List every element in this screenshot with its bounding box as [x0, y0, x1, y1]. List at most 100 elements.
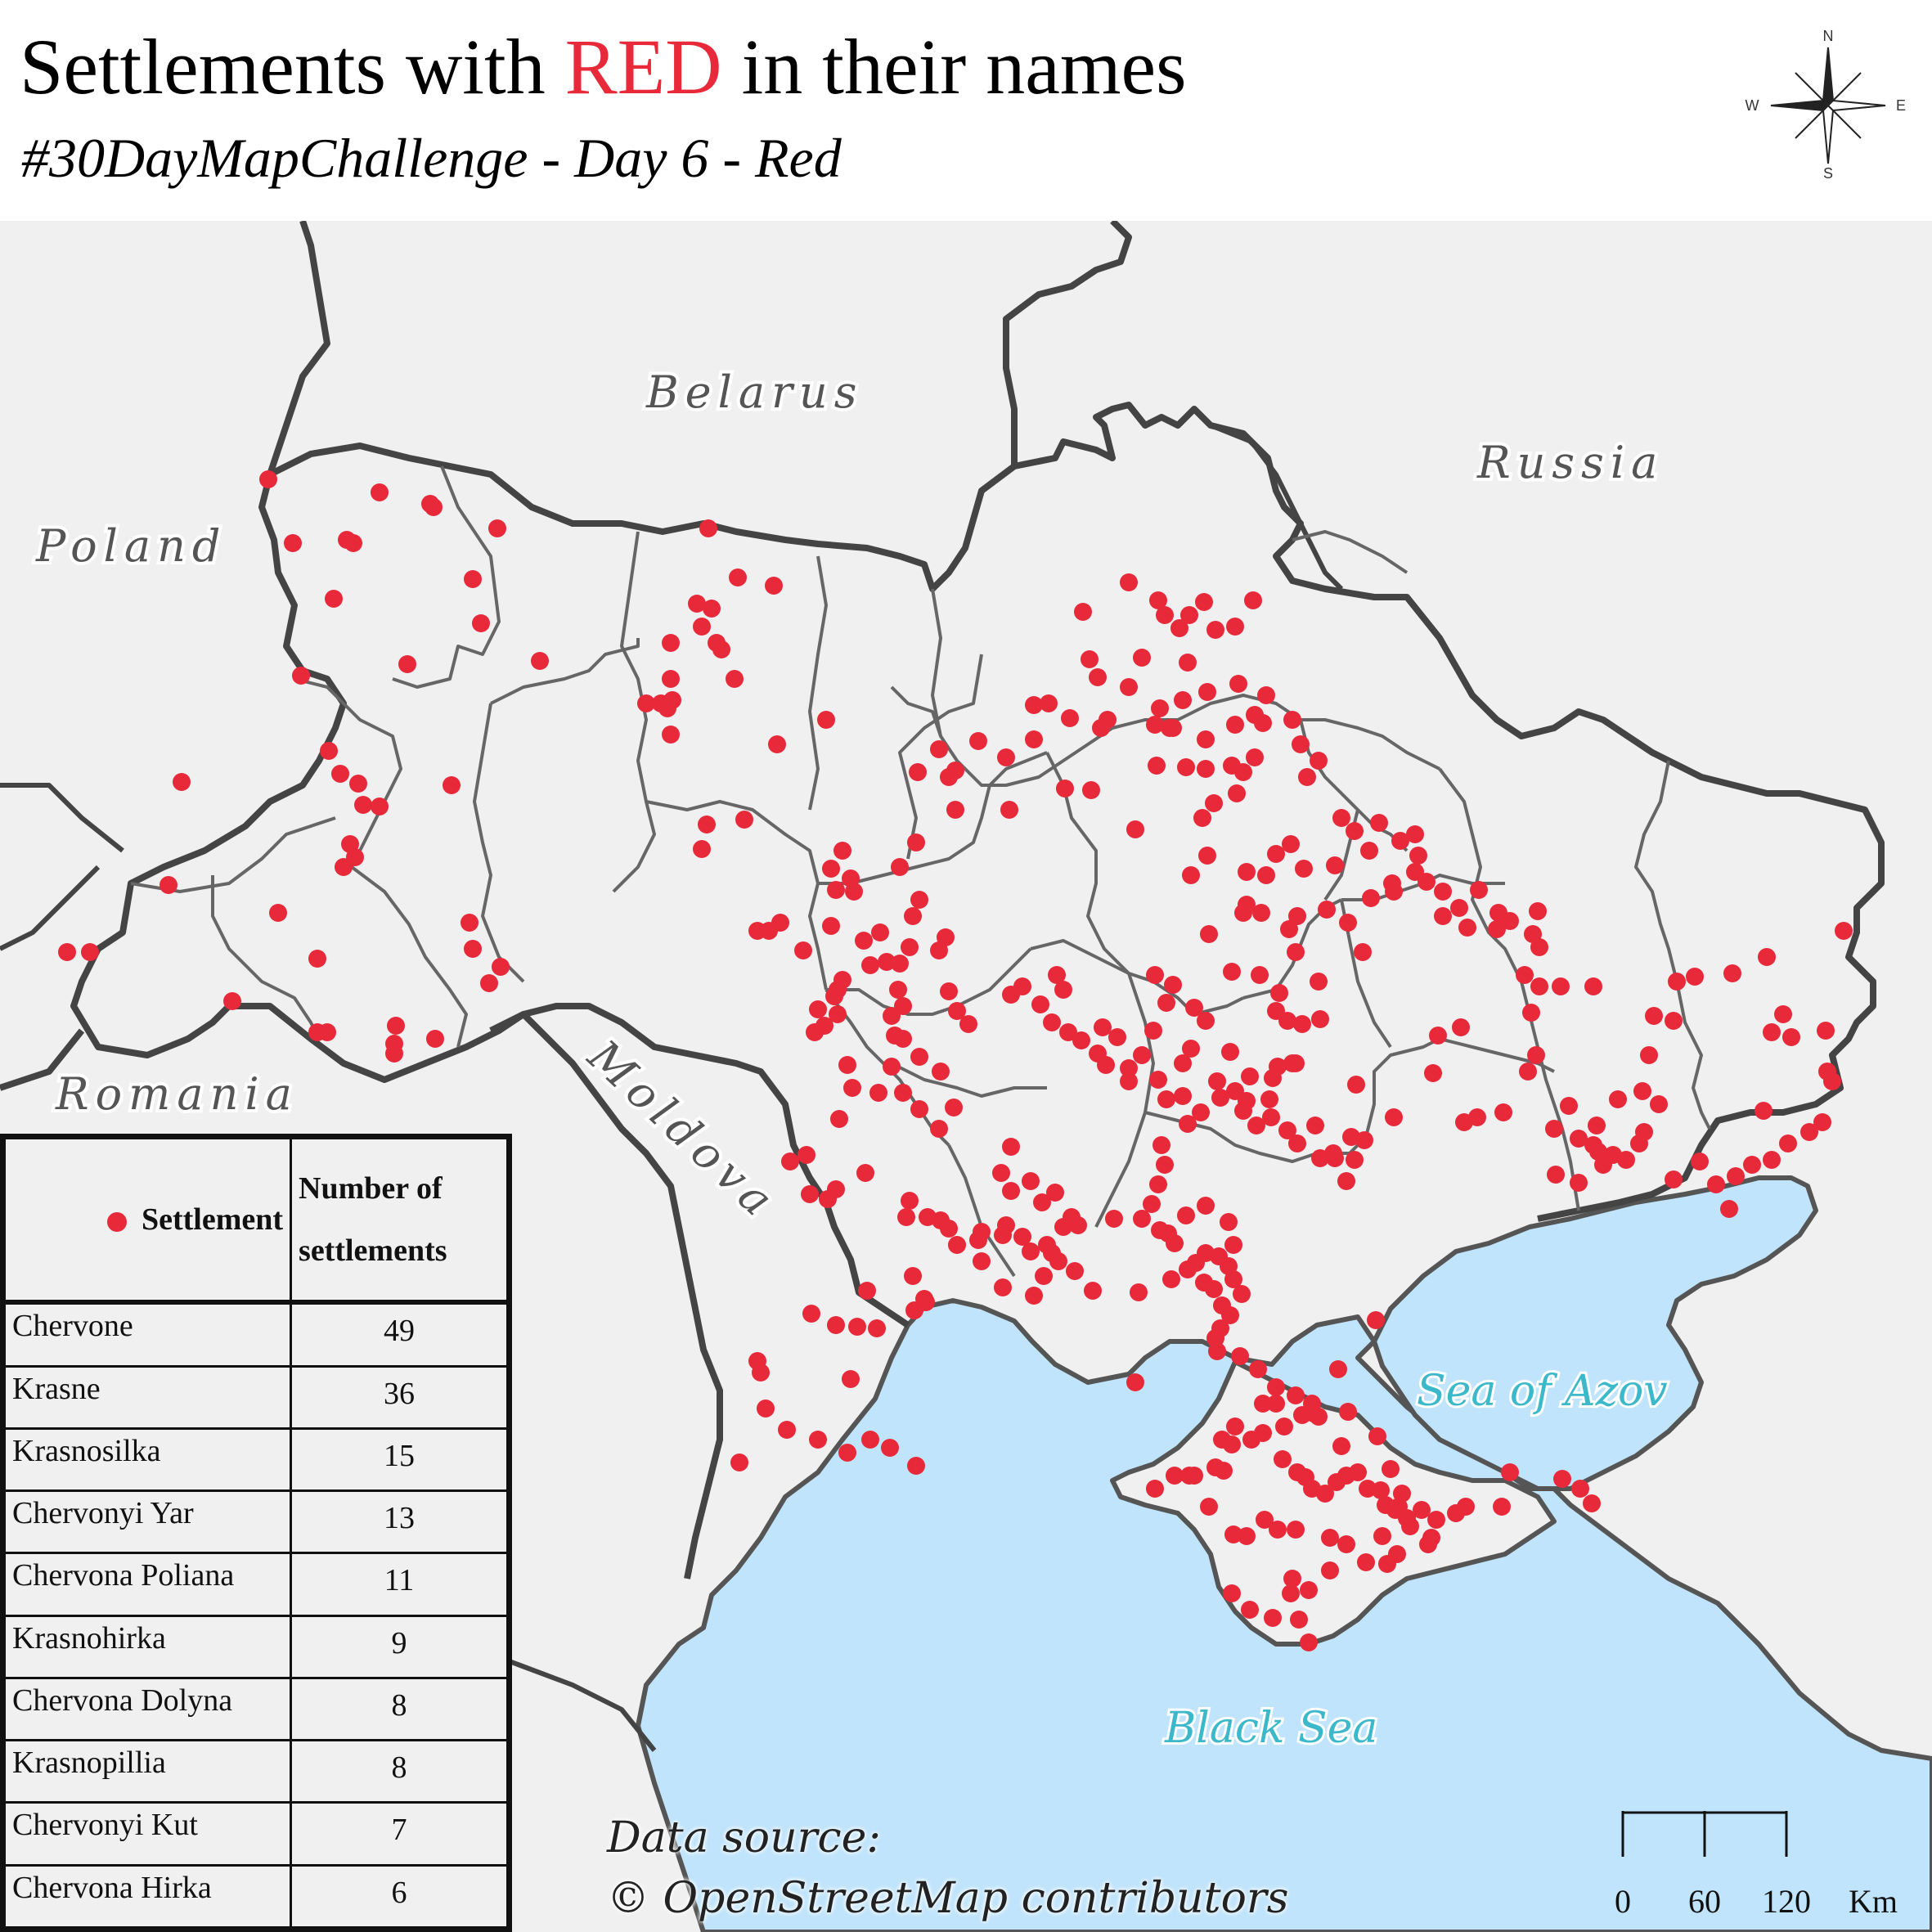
- settlement-dot: [1002, 1182, 1020, 1200]
- settlement-dot: [1059, 1023, 1077, 1041]
- settlement-dot: [1283, 1570, 1301, 1588]
- settlement-dot: [1321, 1561, 1339, 1579]
- settlement-dot: [1221, 1043, 1239, 1061]
- settlement-dot: [259, 470, 277, 488]
- poland-border: [267, 221, 330, 476]
- settlement-dot: [907, 833, 925, 851]
- settlement-dot: [1529, 902, 1547, 920]
- settlement-dot: [1758, 948, 1776, 966]
- settlement-dot: [1054, 981, 1072, 999]
- label-poland: Poland: [35, 520, 227, 572]
- settlement-dot: [1293, 1015, 1311, 1033]
- settlement-dot: [1588, 1117, 1606, 1134]
- table-row: Chervona Hirka 6: [2, 1863, 509, 1930]
- ukraine-west-border: [70, 474, 910, 1328]
- settlement-dot: [778, 1421, 796, 1439]
- settlement-dot: [1391, 832, 1409, 850]
- settlement-dot: [855, 932, 873, 950]
- settlement-dot: [969, 732, 987, 750]
- settlement-dot: [1278, 1121, 1296, 1139]
- settlement-dot: [907, 1457, 925, 1475]
- settlement-dot: [869, 1084, 887, 1102]
- settlement-dot: [1159, 1224, 1177, 1242]
- settlement-dot: [693, 618, 711, 636]
- russia-border-north: [1209, 423, 1344, 591]
- settlement-dot: [1133, 649, 1151, 667]
- settlement-dot: [1211, 1089, 1229, 1107]
- settlement-dot: [1211, 1319, 1229, 1337]
- settlement-dot: [1429, 1027, 1447, 1045]
- settlement-dot: [1162, 1270, 1180, 1288]
- settlement-dot: [861, 1431, 879, 1449]
- source-line1: Data source:: [607, 1813, 881, 1862]
- settlement-dot: [868, 1319, 886, 1337]
- settlement-dot: [1146, 966, 1164, 984]
- settlement-dot: [464, 570, 482, 588]
- settlement-dot: [1174, 1087, 1192, 1105]
- settlement-dot: [894, 997, 912, 1015]
- settlement-dot: [1306, 1117, 1324, 1134]
- map-subtitle: #30DayMapChallenge - Day 6 - Red: [21, 127, 842, 189]
- row-count: 7: [290, 1801, 509, 1867]
- settlement-dot: [1164, 719, 1182, 737]
- settlement-dot: [1283, 1054, 1301, 1072]
- settlement-dot: [1318, 901, 1336, 919]
- settlement-dot: [1108, 1028, 1126, 1046]
- settlement-symbol-icon: [106, 1212, 127, 1233]
- settlement-dot: [1321, 1529, 1339, 1547]
- settlement-dot: [940, 768, 958, 786]
- settlement-dot: [1089, 668, 1107, 686]
- settlement-dot: [1332, 809, 1350, 827]
- settlement-dot: [1013, 1228, 1031, 1246]
- settlement-dot: [1179, 1115, 1197, 1133]
- settlement-dot: [1493, 1498, 1511, 1516]
- row-name: Krasnosilka: [2, 1427, 293, 1493]
- settlement-dot: [1488, 920, 1506, 938]
- settlement-dot: [1043, 1013, 1061, 1031]
- settlement-dot: [871, 923, 889, 941]
- settlement-dot: [1324, 1144, 1342, 1162]
- settlement-dot: [1817, 1022, 1835, 1040]
- settlement-dot: [1223, 963, 1241, 981]
- settlement-dot: [1205, 794, 1223, 812]
- settlement-dot: [1013, 977, 1031, 995]
- settlement-dot: [1149, 1071, 1167, 1089]
- settlement-dot: [1779, 1134, 1797, 1152]
- settlement-dot: [1316, 1485, 1334, 1503]
- settlement-dot: [1221, 1306, 1239, 1324]
- scale-tick-60: 60: [1688, 1883, 1721, 1920]
- settlement-dot: [1570, 1130, 1588, 1148]
- map-canvas[interactable]: Belarus Russia Poland Romania Moldova Se…: [0, 221, 1932, 1932]
- settlement-dot: [1063, 1208, 1081, 1226]
- settlement-dot: [1226, 716, 1244, 734]
- settlement-dot: [1185, 999, 1203, 1017]
- settlement-dot: [969, 1231, 987, 1249]
- settlement-dot: [1200, 925, 1218, 943]
- settlement-dot: [1743, 1156, 1761, 1174]
- settlement-dot: [946, 801, 964, 819]
- settlement-dot: [1305, 1404, 1323, 1422]
- settlement-dot: [1288, 907, 1306, 925]
- table-row: Krasnohirka 9: [2, 1614, 509, 1679]
- settlement-dot: [1267, 845, 1285, 863]
- settlement-dot: [1072, 1031, 1090, 1049]
- settlement-dot: [1130, 1283, 1148, 1301]
- settlement-dot: [1298, 768, 1316, 786]
- settlement-dot: [1195, 593, 1213, 611]
- settlement-dot: [1378, 1555, 1396, 1573]
- settlement-dot: [1025, 696, 1043, 714]
- settlement-dot: [1782, 1028, 1800, 1046]
- settlement-dot: [1522, 1004, 1540, 1022]
- settlement-dot: [833, 842, 851, 860]
- settlement-dot: [1635, 1123, 1653, 1141]
- row-count: 8: [290, 1739, 509, 1804]
- settlement-dot: [1494, 1103, 1512, 1121]
- settlement-dot: [827, 1316, 845, 1334]
- settlement-dot: [292, 667, 310, 685]
- settlement-dot: [1609, 1090, 1627, 1108]
- settlement-dot: [1223, 1436, 1241, 1453]
- settlement-dot: [833, 971, 851, 989]
- settlement-dot: [1278, 1012, 1296, 1030]
- compass-n: N: [1823, 28, 1834, 44]
- settlement-dot: [387, 1017, 405, 1035]
